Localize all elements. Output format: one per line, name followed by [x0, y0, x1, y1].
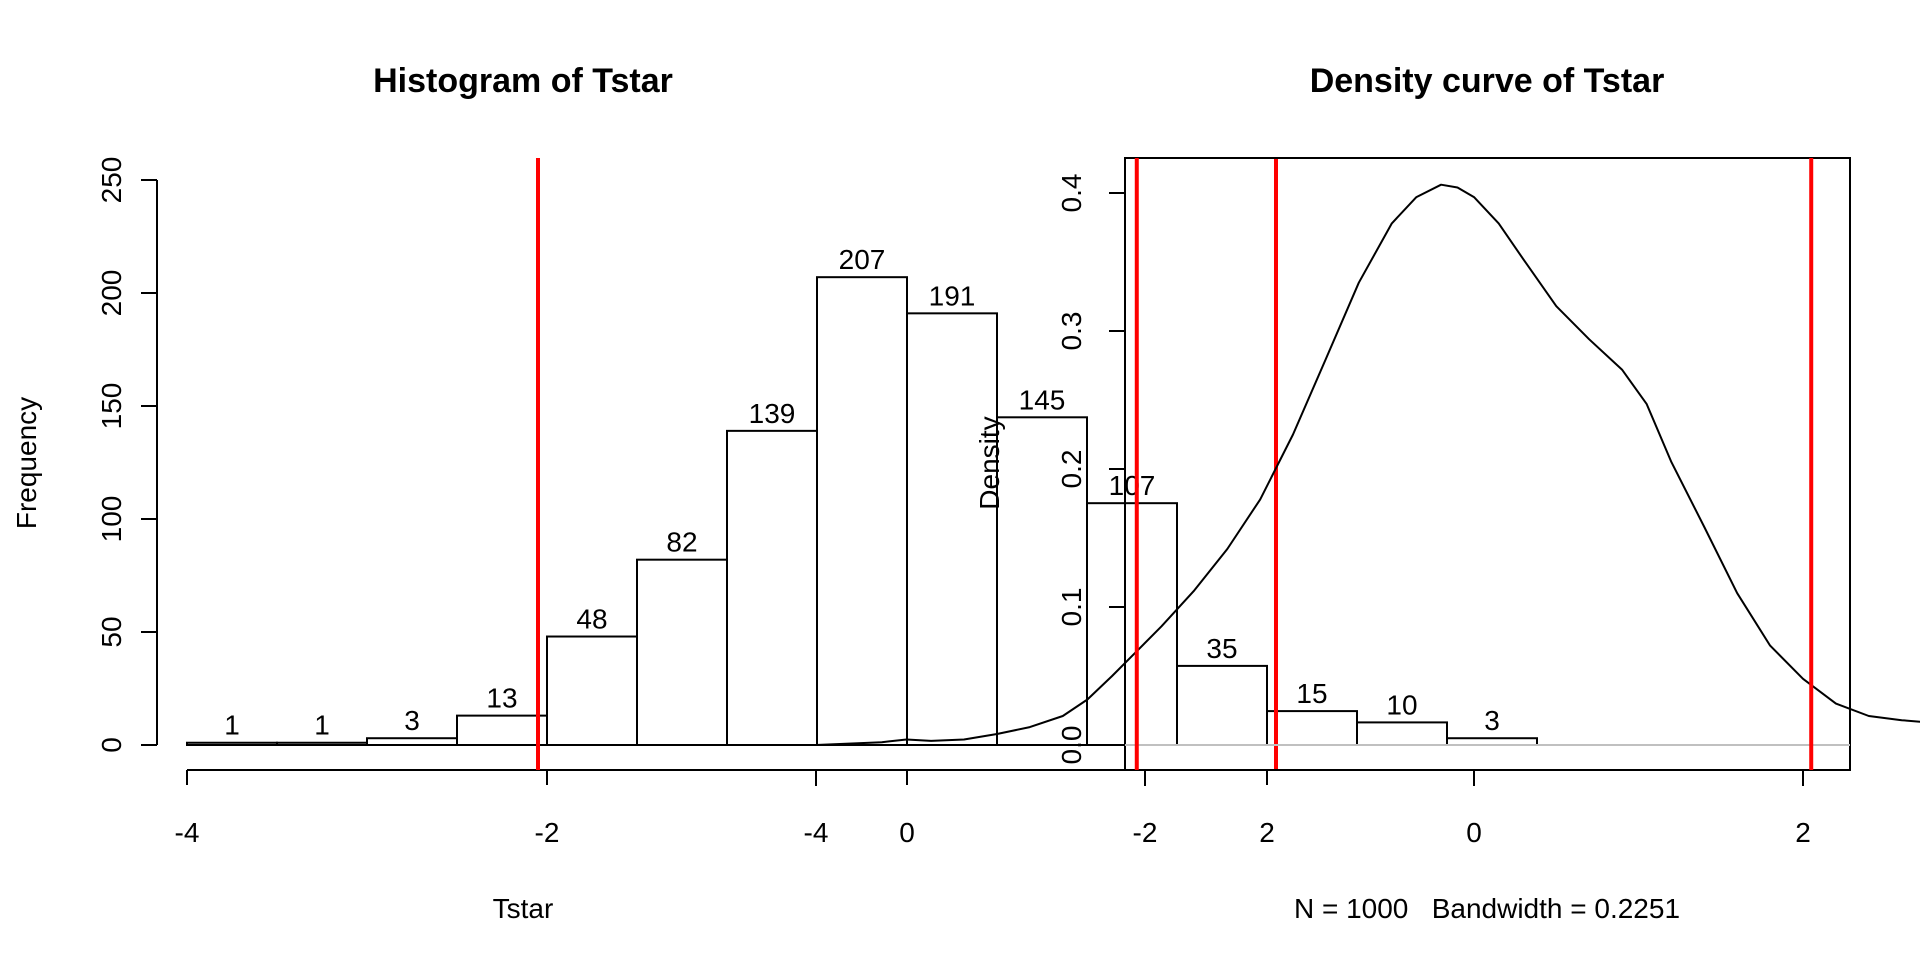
- histogram-data-label: 35: [1206, 633, 1237, 664]
- histogram-bar: [1176, 664, 1268, 747]
- histogram-x-tick-label: 2: [1259, 817, 1275, 848]
- density-title: Density curve of Tstar: [1310, 62, 1665, 100]
- density-y-axis-title: Density: [974, 416, 1005, 509]
- histogram-y-tick-label: 50: [96, 616, 127, 647]
- density-x-axis-title: N = 1000 Bandwidth = 0.2251: [1294, 893, 1680, 924]
- histogram-y-tick-label: 150: [96, 383, 127, 430]
- histogram-data-label: 3: [1484, 705, 1500, 736]
- histogram-data-label: 1: [224, 710, 240, 741]
- density-x-tick-label: -4: [804, 817, 829, 848]
- histogram-bar: [996, 416, 1088, 746]
- density-y-tick-label: 0.2: [1056, 450, 1087, 489]
- histogram-y-tick-label: 200: [96, 270, 127, 317]
- density-y-tick-label: 0.3: [1056, 312, 1087, 351]
- histogram-bar: [1266, 710, 1358, 746]
- histogram-bar: [546, 635, 638, 747]
- histogram-data-label: 191: [929, 280, 976, 311]
- histogram-bar: [1356, 721, 1448, 747]
- histogram-data-label: 10: [1386, 689, 1417, 720]
- histogram-x-tick-label: -2: [535, 817, 560, 848]
- density-y-tick-label: 0.1: [1056, 588, 1087, 627]
- histogram-data-label: 82: [666, 527, 697, 558]
- density-y-axis: 0.0 0.1 0.2 0.3 0.4: [1056, 174, 1125, 765]
- density-curve: [815, 183, 1920, 746]
- histogram-bars: [186, 276, 1538, 747]
- histogram-bar: [456, 714, 548, 746]
- histogram-bar: [906, 312, 998, 746]
- histogram-bar: [1086, 502, 1178, 746]
- histogram-bar: [636, 558, 728, 746]
- histogram-x-axis-title: Tstar: [493, 893, 554, 924]
- density-x-tick-label: -2: [1133, 817, 1158, 848]
- histogram-y-axis-title: Frequency: [11, 397, 42, 529]
- density-x-axis: -4-2024: [804, 770, 1811, 848]
- histogram-bar: [276, 741, 368, 746]
- histogram-bar: [726, 429, 818, 746]
- histogram-bar: [186, 741, 278, 746]
- histogram-x-axis: -4 -2 0 2: [175, 769, 1275, 848]
- histogram-data-label: 107: [1109, 470, 1156, 501]
- histogram-data-label: 15: [1296, 678, 1327, 709]
- histogram-data-label: 207: [839, 244, 886, 275]
- density-x-tick-label: 2: [1795, 817, 1811, 848]
- histogram-data-label: 13: [486, 683, 517, 714]
- density-x-tick-label: 0: [1466, 817, 1482, 848]
- histogram-y-tick-label: 100: [96, 496, 127, 543]
- histogram-bar: [366, 737, 458, 746]
- histogram-bar: [1446, 737, 1538, 746]
- histogram-bar: [816, 276, 908, 746]
- histogram-y-axis: 0 50 100 150 200 250: [96, 157, 158, 753]
- histogram-data-label: 48: [576, 604, 607, 635]
- histogram-title: Histogram of Tstar: [373, 62, 673, 100]
- density-plot-frame: [1124, 157, 1851, 771]
- histogram-x-tick-label: -4: [175, 817, 200, 848]
- histogram-y-tick-label: 0: [96, 737, 127, 753]
- histogram-data-label: 139: [749, 398, 796, 429]
- density-panel: Density curve of Tstar 0.0 0.1 0.2 0.3 0.4 Den…: [804, 62, 1920, 924]
- density-y-tick-label: 0.4: [1056, 174, 1087, 213]
- histogram-data-label: 1: [314, 710, 330, 741]
- histogram-data-label: 3: [404, 705, 420, 736]
- histogram-y-tick-label: 250: [96, 157, 127, 204]
- histogram-x-tick-label: 0: [899, 817, 915, 848]
- histogram-data-label: 145: [1019, 384, 1066, 415]
- density-y-tick-label: 0.0: [1056, 726, 1087, 765]
